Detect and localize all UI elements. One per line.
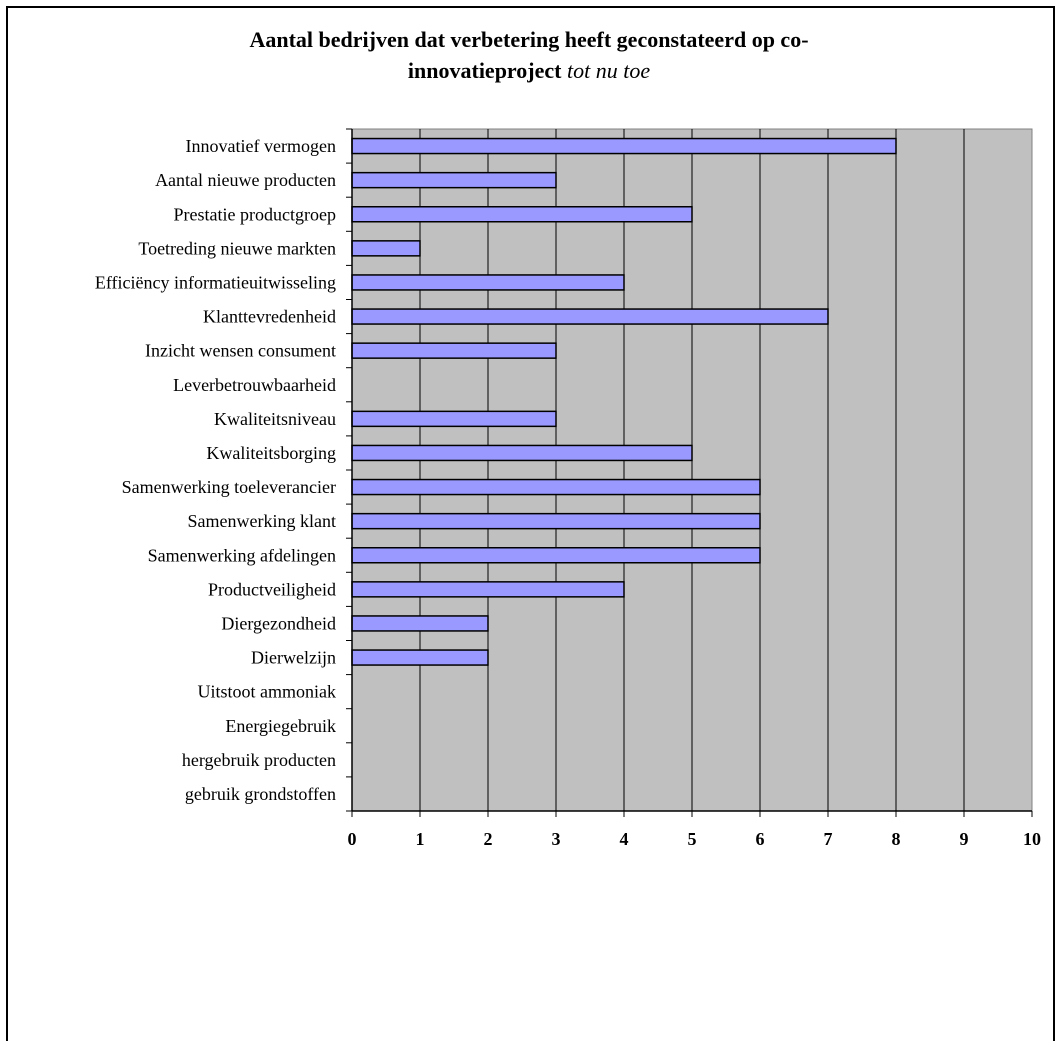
bar (351, 410, 557, 428)
category-label: Innovatief vermogen (186, 136, 336, 156)
x-tick-label: 5 (688, 829, 697, 849)
bar (351, 240, 421, 257)
category-label: Energiegebruik (225, 716, 336, 736)
bar (351, 444, 693, 462)
y-axis-ticks (346, 128, 352, 812)
x-tick-label: 2 (484, 829, 493, 849)
category-label: Dierwelzijn (251, 648, 336, 668)
bar (351, 547, 761, 564)
category-labels: Innovatief vermogen Aantal nieuwe product… (95, 136, 336, 804)
x-tick-label: 9 (960, 829, 969, 849)
category-label: Leverbetrouwbaarheid (173, 375, 336, 395)
x-tick-label: 6 (756, 829, 765, 849)
bar (351, 308, 829, 325)
chart-title: Aantal bedrijven dat verbetering heeft g… (0, 24, 1058, 86)
x-tick-label: 7 (824, 829, 833, 849)
x-tick-label: 1 (416, 829, 425, 849)
category-label: Toetreding nieuwe markten (138, 238, 336, 258)
category-label: Inzicht wensen consument (145, 341, 336, 361)
chart-title-italic-part: tot nu toe (566, 58, 651, 83)
category-label: Efficiëncy informatieuitwisseling (95, 272, 336, 292)
chart-title-bold-part: innovatieproject (407, 58, 562, 83)
category-label: Samenwerking klant (188, 511, 336, 531)
bar (351, 206, 693, 223)
bar (351, 274, 625, 291)
category-label: Kwaliteitsniveau (214, 409, 336, 429)
bar (351, 581, 625, 598)
bar (351, 615, 489, 632)
bar (351, 342, 557, 359)
category-label: Uitstoot ammoniak (198, 682, 337, 702)
category-label: hergebruik producten (182, 750, 336, 770)
x-tick-label: 4 (620, 829, 629, 849)
category-label: gebruik grondstoffen (185, 784, 336, 804)
x-tick-label: 0 (348, 829, 357, 849)
chart-title-line-2: innovatieproject tot nu toe (0, 55, 1058, 86)
category-label: Prestatie productgroep (174, 204, 336, 224)
x-tick-label: 10 (1023, 829, 1041, 849)
x-tick-label: 3 (552, 829, 561, 849)
chart-title-line-1: Aantal bedrijven dat verbetering heeft g… (249, 27, 809, 52)
bar (351, 478, 761, 496)
category-label: Productveiligheid (208, 579, 336, 599)
x-tick-labels: 0 1 2 3 4 5 6 7 8 9 10 (348, 829, 1042, 849)
x-tick-label: 8 (892, 829, 901, 849)
category-label: Aantal nieuwe producten (155, 170, 336, 190)
category-label: Diergezondheid (221, 613, 336, 633)
bar (351, 171, 557, 189)
category-label: Samenwerking toeleverancier (122, 477, 336, 497)
x-axis-ticks (351, 810, 1033, 817)
category-label: Samenwerking afdelingen (148, 545, 336, 565)
bar (351, 649, 489, 666)
category-label: Klanttevredenheid (203, 307, 336, 327)
bars (351, 137, 897, 666)
category-label: Kwaliteitsborging (206, 443, 336, 463)
bar (351, 512, 761, 530)
bar (351, 137, 897, 155)
